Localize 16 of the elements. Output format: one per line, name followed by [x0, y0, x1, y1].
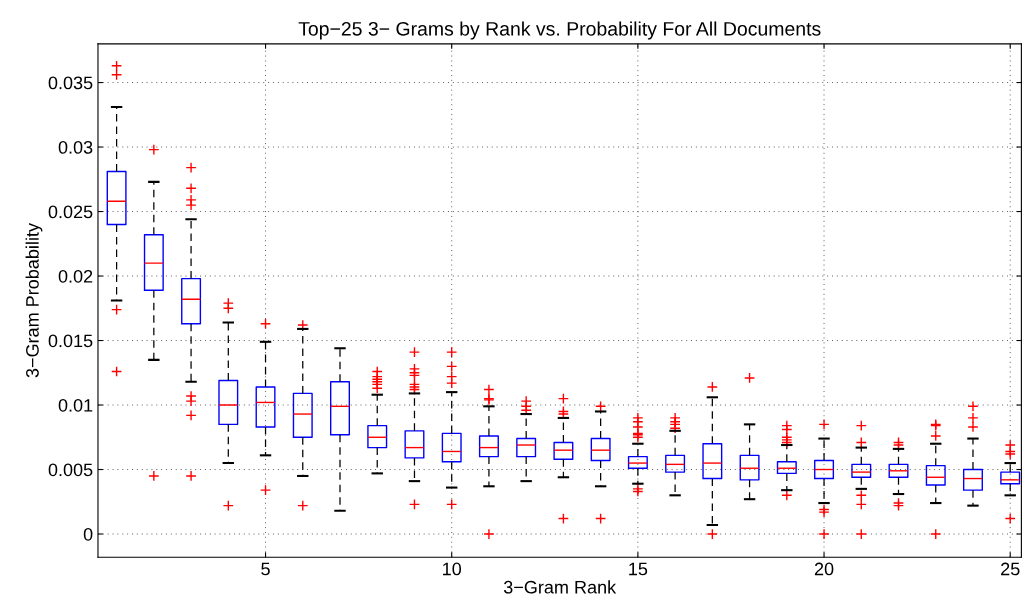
- chart-title: Top−25 3− Grams by Rank vs. Probability For All Documents: [298, 21, 821, 40]
- y-tick-label: 0.025: [48, 205, 93, 219]
- y-tick-label: 0.02: [58, 269, 93, 283]
- y-tick-label: 0.015: [48, 334, 93, 348]
- x-tick-label: 10: [443, 562, 462, 576]
- y-tick-label: 0.03: [58, 140, 93, 154]
- x-axis-title: 3−Gram Rank: [503, 580, 617, 594]
- x-tick-label: 5: [261, 562, 270, 576]
- x-tick-label: 20: [814, 562, 834, 576]
- x-tick-label: 25: [1001, 562, 1020, 576]
- y-tick-label: 0.005: [48, 463, 93, 477]
- y-axis-title: 3−Gram Probability: [25, 223, 43, 378]
- y-tick-label: 0: [83, 527, 93, 541]
- y-tick-label: 0.035: [48, 76, 93, 90]
- x-tick-label: 15: [629, 562, 648, 576]
- y-tick-label: 0.01: [58, 398, 93, 412]
